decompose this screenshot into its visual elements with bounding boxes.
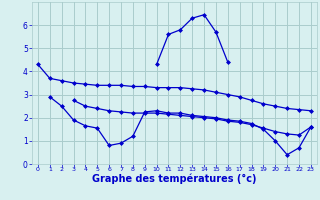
X-axis label: Graphe des températures (°c): Graphe des températures (°c) [92, 174, 257, 184]
